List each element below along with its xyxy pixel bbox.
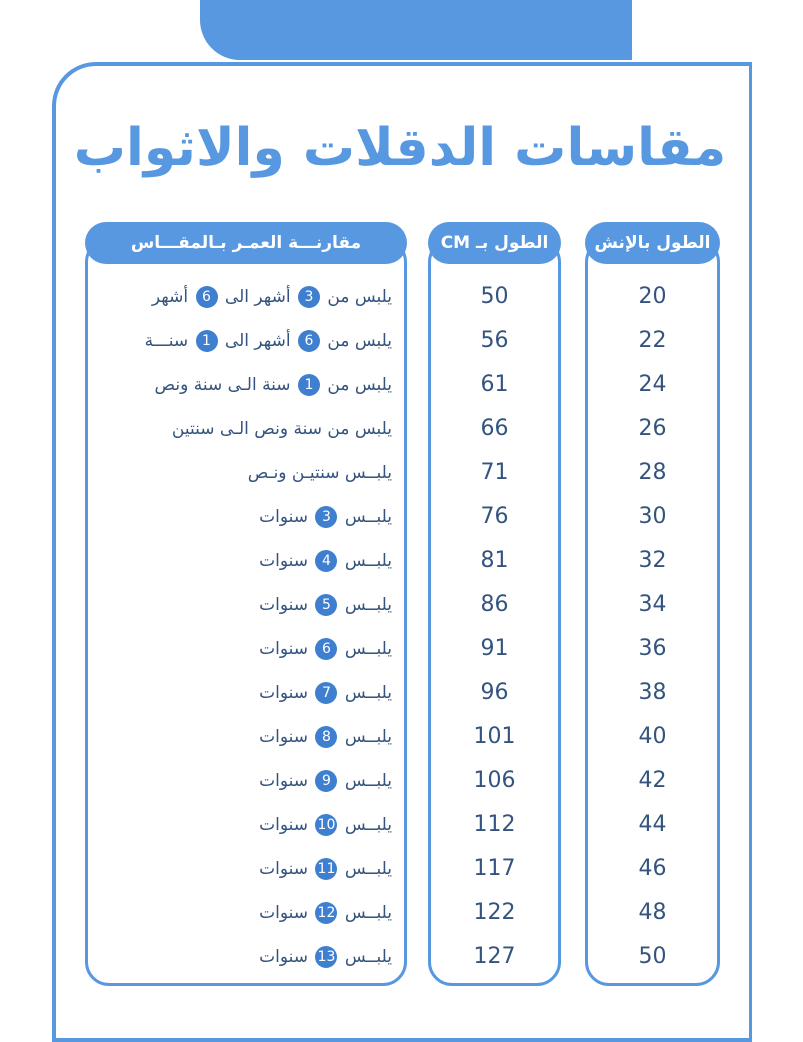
header: مقارنـــة العمـر بـالمقـــاس (85, 222, 407, 264)
cm-cell: 61 (480, 372, 509, 397)
inch-cell: 46 (638, 856, 667, 881)
title: مقاسات الدقلات والاثواب (73, 118, 727, 178)
age-cell: يلبس من 6 أشهر الى 1 سنـــة (144, 330, 392, 352)
age-cell: يلبس من 1 سنة الـى سنة ونص (154, 374, 392, 396)
inch-cell: 36 (638, 636, 667, 661)
inch-cell: 32 (638, 548, 667, 573)
inch-cell: 44 (638, 812, 667, 837)
header: الطول بالإنش (585, 222, 720, 264)
age-cell: يلبــس 10 سنوات (259, 814, 392, 836)
age-cell: يلبــس 3 سنوات (259, 506, 392, 528)
inch-cell: 28 (638, 460, 667, 485)
age-cell: يلبــس 11 سنوات (259, 858, 392, 880)
age-cell: يلبس من سنة ونص الـى سنتين (171, 419, 392, 439)
cm-cell: 86 (480, 592, 509, 617)
age-cell: يلبــس 5 سنوات (259, 594, 392, 616)
inch-cell: 42 (638, 768, 667, 793)
cm-cell: 56 (480, 328, 509, 353)
cm-cell: 66 (480, 416, 509, 441)
inch-cell: 50 (638, 944, 667, 969)
age-cell: يلبــس 9 سنوات (259, 770, 392, 792)
cm-cell: 76 (480, 504, 509, 529)
age-cell: يلبــس 7 سنوات (259, 682, 392, 704)
page: مقاسات الدقلات والاثواب الطول بالإنش الط… (52, 0, 752, 1042)
inch-cell: 34 (638, 592, 667, 617)
cm-cell: 50 (480, 284, 509, 309)
cm-cell: 101 (473, 724, 516, 749)
cm-cell: 91 (480, 636, 509, 661)
inch-cell: 20 (638, 284, 667, 309)
cm-cell: 122 (473, 900, 516, 925)
top-tab (200, 0, 632, 60)
inch-cell: 30 (638, 504, 667, 529)
header: الطول بـ CM (428, 222, 561, 264)
cm-cell: 117 (473, 856, 516, 881)
cm-cell: 71 (480, 460, 509, 485)
age-cell: يلبــس 12 سنوات (259, 902, 392, 924)
inch-cell: 48 (638, 900, 667, 925)
cm-cell: 81 (480, 548, 509, 573)
inch-cell: 40 (638, 724, 667, 749)
inch-cell: 26 (638, 416, 667, 441)
age-cell: يلبس من 3 أشهر الى 6 أشهر (151, 286, 392, 308)
age-cell: يلبــس 6 سنوات (259, 638, 392, 660)
inch-cell: 24 (638, 372, 667, 397)
age-cell: يلبــس 8 سنوات (259, 726, 392, 748)
inch-cell: 22 (638, 328, 667, 353)
age-cell: يلبــس 13 سنوات (259, 946, 392, 968)
cm-cell: 96 (480, 680, 509, 705)
age-cell: يلبــس 4 سنوات (259, 550, 392, 572)
cm-cell: 127 (473, 944, 516, 969)
cm-cell: 112 (473, 812, 516, 837)
inch-cell: 38 (638, 680, 667, 705)
age-cell: يلبــس سنتيـن ونـص (247, 463, 392, 483)
cm-cell: 106 (473, 768, 516, 793)
